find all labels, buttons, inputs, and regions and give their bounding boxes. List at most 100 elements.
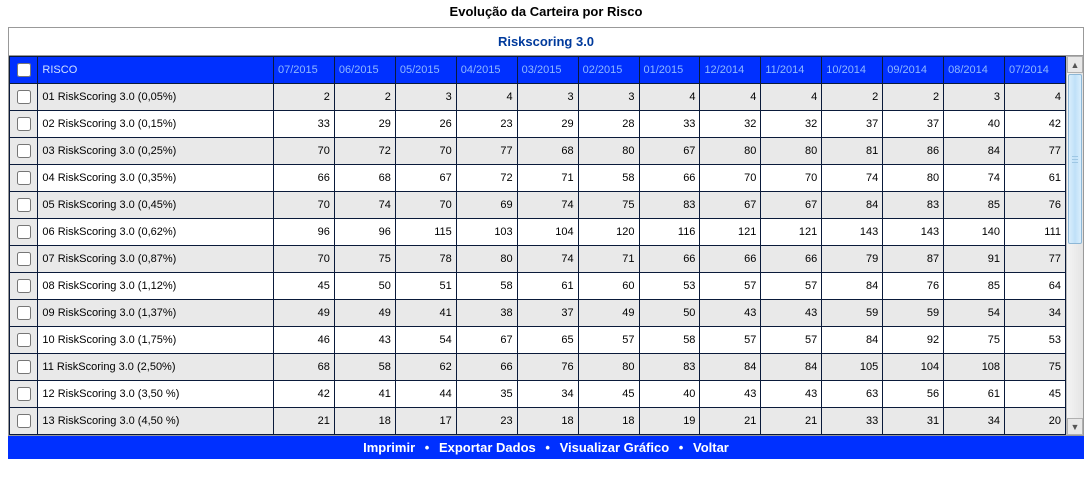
row-checkbox-cell[interactable] — [10, 84, 38, 111]
cell-value: 18 — [517, 408, 578, 435]
cell-value: 96 — [334, 219, 395, 246]
cell-value: 43 — [761, 300, 822, 327]
row-checkbox-cell[interactable] — [10, 165, 38, 192]
cell-value: 80 — [578, 138, 639, 165]
footer-link-chart[interactable]: Visualizar Gráfico — [560, 440, 670, 455]
header-month-08-2014[interactable]: 08/2014 — [944, 57, 1005, 84]
cell-value: 66 — [639, 246, 700, 273]
row-checkbox[interactable] — [17, 306, 31, 320]
header-month-04-2015[interactable]: 04/2015 — [456, 57, 517, 84]
header-checkbox-cell[interactable] — [10, 57, 38, 84]
header-label-cell[interactable]: RISCO — [38, 57, 274, 84]
cell-value: 21 — [700, 408, 761, 435]
row-checkbox[interactable] — [17, 414, 31, 428]
row-checkbox[interactable] — [17, 90, 31, 104]
cell-value: 120 — [578, 219, 639, 246]
cell-value: 76 — [883, 273, 944, 300]
row-checkbox-cell[interactable] — [10, 354, 38, 381]
vertical-scrollbar[interactable]: ▲ ▼ — [1066, 56, 1083, 435]
cell-value: 17 — [395, 408, 456, 435]
row-checkbox-cell[interactable] — [10, 300, 38, 327]
cell-value: 80 — [761, 138, 822, 165]
cell-value: 74 — [517, 192, 578, 219]
table-row: 03 RiskScoring 3.0 (0,25%)70727077688067… — [10, 138, 1066, 165]
cell-value: 80 — [883, 165, 944, 192]
row-label: 08 RiskScoring 3.0 (1,12%) — [38, 273, 274, 300]
row-checkbox[interactable] — [17, 333, 31, 347]
cell-value: 37 — [517, 300, 578, 327]
row-checkbox-cell[interactable] — [10, 408, 38, 435]
row-checkbox[interactable] — [17, 360, 31, 374]
header-month-10-2014[interactable]: 10/2014 — [822, 57, 883, 84]
cell-value: 75 — [578, 192, 639, 219]
cell-value: 18 — [578, 408, 639, 435]
cell-value: 68 — [334, 165, 395, 192]
cell-value: 115 — [395, 219, 456, 246]
cell-value: 67 — [761, 192, 822, 219]
header-month-06-2015[interactable]: 06/2015 — [334, 57, 395, 84]
row-checkbox[interactable] — [17, 144, 31, 158]
row-checkbox-cell[interactable] — [10, 138, 38, 165]
row-checkbox[interactable] — [17, 171, 31, 185]
cell-value: 83 — [639, 192, 700, 219]
row-checkbox-cell[interactable] — [10, 192, 38, 219]
cell-value: 56 — [883, 381, 944, 408]
row-label: 10 RiskScoring 3.0 (1,75%) — [38, 327, 274, 354]
row-checkbox-cell[interactable] — [10, 381, 38, 408]
row-checkbox-cell[interactable] — [10, 273, 38, 300]
table-row: 06 RiskScoring 3.0 (0,62%)96961151031041… — [10, 219, 1066, 246]
row-label: 09 RiskScoring 3.0 (1,37%) — [38, 300, 274, 327]
cell-value: 67 — [700, 192, 761, 219]
row-label: 01 RiskScoring 3.0 (0,05%) — [38, 84, 274, 111]
header-month-07-2015[interactable]: 07/2015 — [273, 57, 334, 84]
row-checkbox-cell[interactable] — [10, 111, 38, 138]
cell-value: 4 — [1005, 84, 1066, 111]
header-month-09-2014[interactable]: 09/2014 — [883, 57, 944, 84]
cell-value: 34 — [1005, 300, 1066, 327]
scroll-down-arrow[interactable]: ▼ — [1067, 418, 1083, 435]
header-month-02-2015[interactable]: 02/2015 — [578, 57, 639, 84]
row-checkbox-cell[interactable] — [10, 219, 38, 246]
row-checkbox[interactable] — [17, 252, 31, 266]
header-month-03-2015[interactable]: 03/2015 — [517, 57, 578, 84]
header-month-07-2014[interactable]: 07/2014 — [1005, 57, 1066, 84]
cell-value: 2 — [883, 84, 944, 111]
row-checkbox[interactable] — [17, 117, 31, 131]
scroll-up-arrow[interactable]: ▲ — [1067, 56, 1083, 73]
row-checkbox[interactable] — [17, 387, 31, 401]
header-month-05-2015[interactable]: 05/2015 — [395, 57, 456, 84]
cell-value: 32 — [761, 111, 822, 138]
footer-link-print[interactable]: Imprimir — [363, 440, 415, 455]
scroll-thumb[interactable] — [1068, 74, 1082, 244]
panel-subtitle: Riskscoring 3.0 — [9, 28, 1083, 56]
cell-value: 86 — [883, 138, 944, 165]
row-checkbox[interactable] — [17, 198, 31, 212]
cell-value: 45 — [578, 381, 639, 408]
cell-value: 108 — [944, 354, 1005, 381]
select-all-checkbox[interactable] — [17, 63, 31, 77]
cell-value: 40 — [944, 111, 1005, 138]
cell-value: 4 — [639, 84, 700, 111]
cell-value: 33 — [273, 111, 334, 138]
row-checkbox[interactable] — [17, 225, 31, 239]
cell-value: 57 — [700, 273, 761, 300]
header-month-01-2015[interactable]: 01/2015 — [639, 57, 700, 84]
cell-value: 26 — [395, 111, 456, 138]
cell-value: 80 — [700, 138, 761, 165]
cell-value: 4 — [456, 84, 517, 111]
header-month-12-2014[interactable]: 12/2014 — [700, 57, 761, 84]
cell-value: 50 — [334, 273, 395, 300]
row-checkbox[interactable] — [17, 279, 31, 293]
header-month-11-2014[interactable]: 11/2014 — [761, 57, 822, 84]
cell-value: 53 — [1005, 327, 1066, 354]
row-checkbox-cell[interactable] — [10, 327, 38, 354]
row-checkbox-cell[interactable] — [10, 246, 38, 273]
footer-link-export[interactable]: Exportar Dados — [439, 440, 536, 455]
cell-value: 68 — [273, 354, 334, 381]
footer-separator: • — [545, 440, 550, 455]
cell-value: 140 — [944, 219, 1005, 246]
cell-value: 58 — [578, 165, 639, 192]
footer-link-back[interactable]: Voltar — [693, 440, 729, 455]
cell-value: 50 — [639, 300, 700, 327]
cell-value: 83 — [883, 192, 944, 219]
